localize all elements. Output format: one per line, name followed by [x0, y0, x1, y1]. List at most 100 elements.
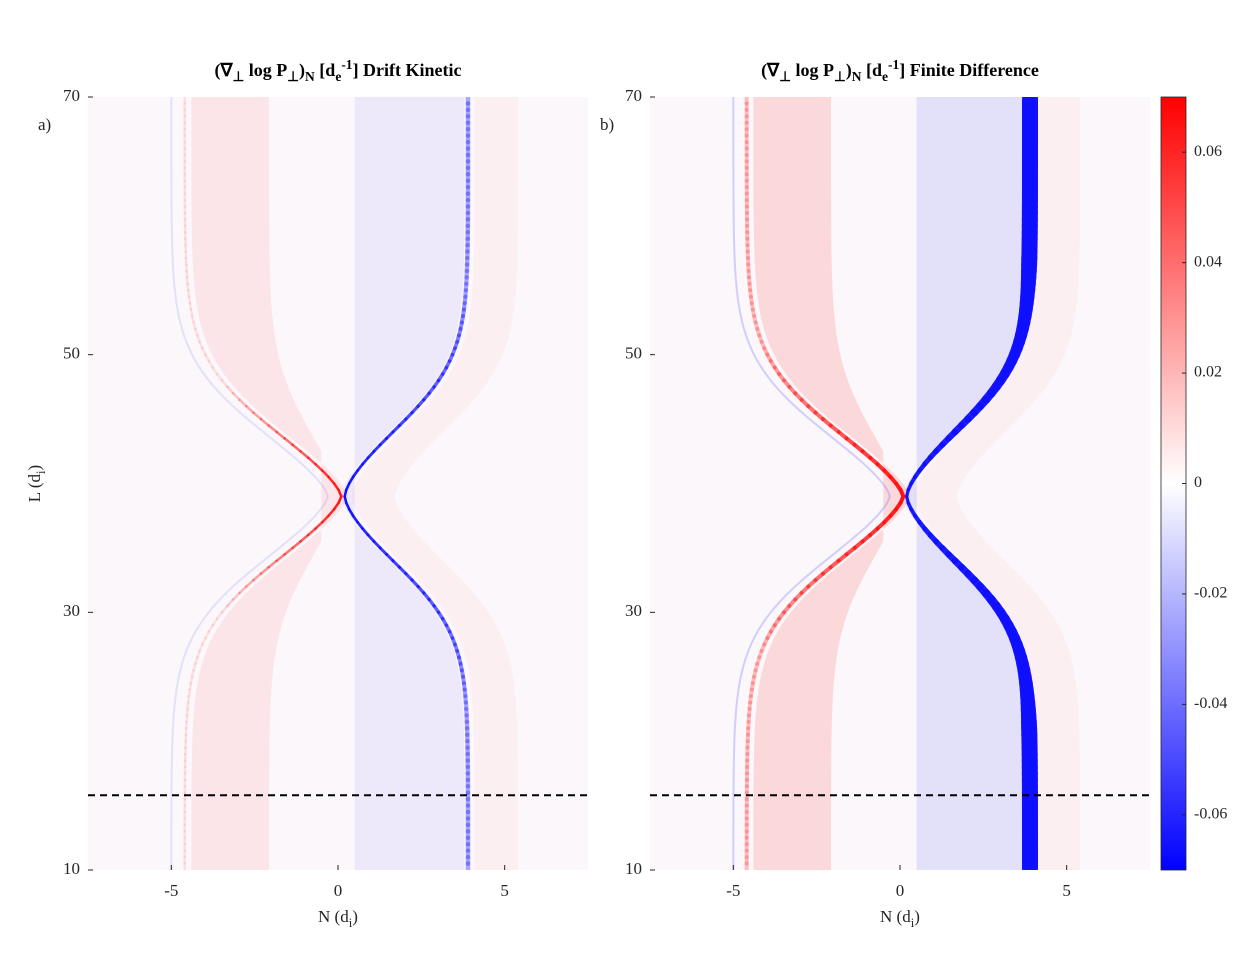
- red-ridge: [768, 623, 777, 634]
- faint-ridge: [775, 386, 783, 394]
- red-ridge: [192, 662, 197, 672]
- red-ridge: [186, 282, 190, 292]
- red-ridge: [275, 430, 286, 440]
- faint-ridge: [194, 360, 201, 369]
- x-axis-label-part: N (d: [318, 907, 349, 926]
- red-ridge: [201, 636, 207, 646]
- red-ridge: [226, 385, 235, 395]
- faint-ridge: [801, 411, 811, 420]
- faint-ridge: [808, 418, 819, 427]
- faint-ridge: [232, 579, 241, 588]
- faint-ridge: [886, 495, 891, 504]
- red-ridge: [327, 508, 336, 517]
- colorbar-tick-label: 0: [1194, 474, 1202, 491]
- faint-ridge: [848, 450, 858, 459]
- red-ridge: [190, 669, 195, 678]
- faint-ridge: [848, 534, 858, 543]
- faint-ridge: [738, 676, 742, 684]
- faint-ridge: [207, 379, 215, 388]
- faint-ridge: [769, 379, 777, 388]
- faint-ridge: [294, 456, 303, 465]
- red-ridge: [186, 694, 191, 704]
- red-ridge: [231, 591, 241, 601]
- red-ridge: [194, 656, 199, 666]
- y-tick-label: 50: [63, 344, 80, 363]
- chart-title-part: e: [882, 69, 888, 84]
- faint-ridge: [775, 598, 783, 607]
- panel-label: b): [600, 115, 614, 134]
- faint-ridge: [239, 572, 249, 581]
- faint-ridge: [856, 527, 865, 536]
- faint-ridge: [177, 315, 182, 323]
- chart-title-part: ⊥: [834, 69, 846, 84]
- faint-ridge: [832, 547, 842, 556]
- faint-ridge: [787, 399, 796, 407]
- chart-title-part: -1: [341, 57, 352, 72]
- faint-ridge: [750, 347, 755, 356]
- heatmap-field: [88, 97, 588, 870]
- red-ridge: [211, 366, 219, 376]
- faint-ridge: [232, 405, 241, 414]
- faint-ridge: [794, 405, 803, 414]
- red-ridge: [765, 629, 773, 641]
- faint-ridge: [262, 431, 272, 440]
- faint-ridge: [319, 502, 327, 510]
- red-ridge: [747, 700, 753, 711]
- faint-ridge: [183, 335, 188, 343]
- x-tick-label: -5: [164, 881, 178, 900]
- chart-title-part: N: [305, 69, 315, 84]
- faint-ridge: [179, 663, 183, 671]
- red-ridge: [768, 359, 777, 370]
- faint-ridge: [743, 328, 747, 336]
- faint-ridge: [769, 605, 777, 613]
- faint-ridge: [739, 315, 744, 323]
- blue-ridge: [459, 668, 466, 679]
- faint-ridge: [286, 450, 296, 459]
- faint-ridge: [735, 695, 739, 703]
- red-ridge: [275, 553, 286, 563]
- red-ridge: [747, 706, 752, 718]
- faint-ridge: [172, 708, 176, 716]
- chart-title: (∇⊥ log P⊥)N [de-1] Drift Kinetic: [214, 57, 461, 84]
- faint-ridge: [863, 463, 872, 472]
- red-ridge: [777, 610, 787, 621]
- y-axis-label-part: ): [25, 465, 44, 471]
- red-ridge: [750, 674, 757, 686]
- red-ridge: [215, 372, 224, 382]
- red-ridge: [238, 398, 248, 408]
- x-axis-label: N (di): [318, 907, 358, 930]
- red-ridge: [245, 578, 255, 588]
- faint-ridge: [172, 277, 176, 284]
- red-ridge: [252, 411, 263, 421]
- red-ridge: [259, 417, 270, 427]
- field-bg: [650, 97, 1150, 870]
- faint-ridge: [203, 611, 210, 620]
- blue-ridge: [459, 314, 466, 325]
- pink-outer: [351, 97, 518, 870]
- faint-ridge: [175, 683, 179, 690]
- blue-ridge: [460, 674, 466, 686]
- blue-ridge: [455, 333, 461, 344]
- faint-ridge: [324, 495, 329, 504]
- faint-ridge: [324, 489, 329, 497]
- red-ridge: [772, 616, 782, 628]
- x-tick-label: -5: [726, 881, 740, 900]
- colorbar-tick-label: -0.04: [1194, 695, 1227, 712]
- red-ridge: [793, 391, 804, 402]
- faint-ridge: [177, 670, 182, 677]
- faint-ridge: [736, 689, 740, 697]
- blue-ridge: [461, 681, 467, 692]
- red-ridge: [299, 533, 310, 543]
- chart-title-part: ): [846, 60, 852, 81]
- red-ridge: [188, 301, 193, 311]
- faint-ridge: [198, 366, 205, 375]
- red-ridge: [753, 320, 760, 331]
- red-ridge: [332, 501, 340, 511]
- chart-title-part: ⊥: [779, 69, 791, 84]
- red-ridge: [187, 295, 192, 305]
- faint-ridge: [734, 708, 738, 716]
- faint-ridge: [870, 515, 878, 523]
- faint-ridge: [174, 689, 178, 697]
- red-ridge: [321, 469, 330, 479]
- red-ridge: [749, 681, 755, 692]
